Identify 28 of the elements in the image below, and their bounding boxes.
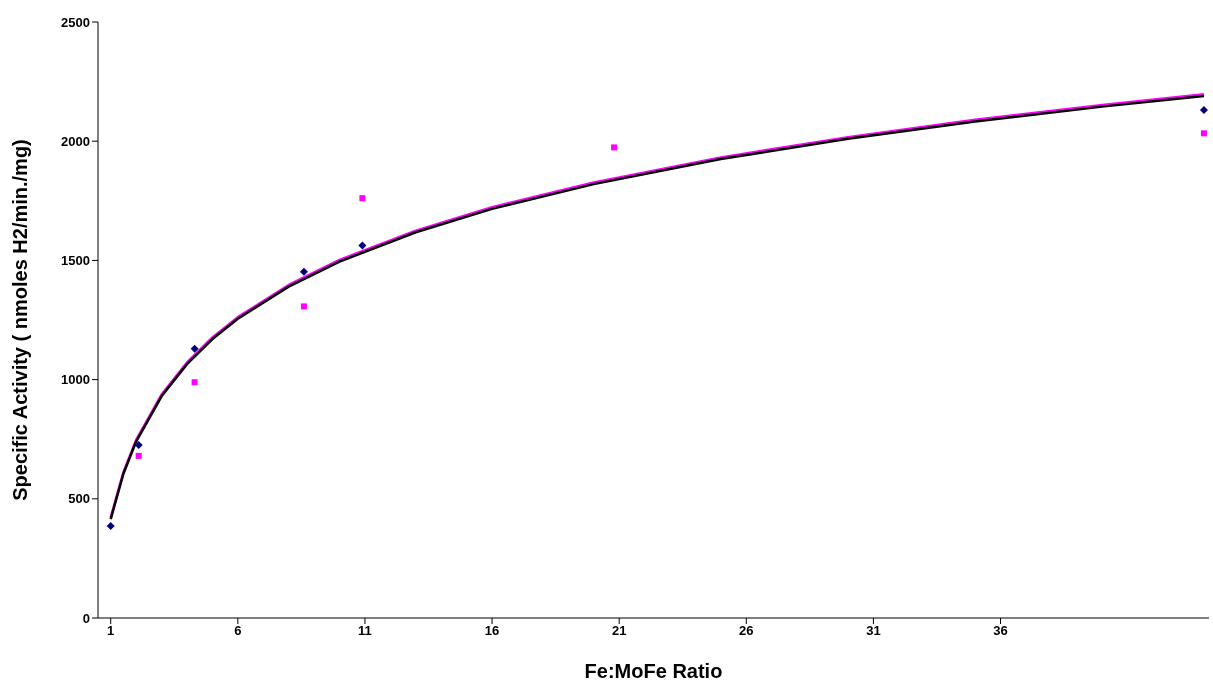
x-tick-label: 21	[611, 623, 627, 639]
point	[1200, 130, 1207, 137]
x-tick-label: 16	[484, 623, 500, 639]
x-tick-label: 11	[358, 623, 372, 639]
y-tick-label: 500	[68, 491, 90, 507]
y-tick-label: 1000	[61, 372, 90, 388]
point	[300, 303, 307, 310]
point	[359, 195, 366, 202]
x-tick-label: 36	[993, 623, 1008, 639]
point	[611, 144, 618, 151]
point	[106, 521, 115, 530]
point	[190, 344, 199, 353]
point	[135, 452, 142, 459]
point	[358, 241, 367, 250]
x-tick-label: 1	[107, 623, 115, 639]
point	[1199, 105, 1208, 114]
x-tick-label: 31	[866, 623, 881, 639]
y-tick-label: 1500	[61, 253, 90, 269]
point	[299, 267, 308, 276]
y-tick-label: 0	[82, 610, 90, 626]
x-axis-title: Fe:MoFe Ratio	[584, 660, 723, 682]
point	[134, 440, 143, 449]
x-tick-label: 6	[234, 623, 242, 639]
x-tick-label: 26	[739, 623, 754, 639]
point	[191, 379, 198, 386]
y-tick-label: 2000	[61, 133, 90, 149]
y-tick-label: 2500	[61, 14, 90, 30]
y-axis-title: Specific Activity ( nmoles H2/min./mg)	[9, 139, 32, 501]
